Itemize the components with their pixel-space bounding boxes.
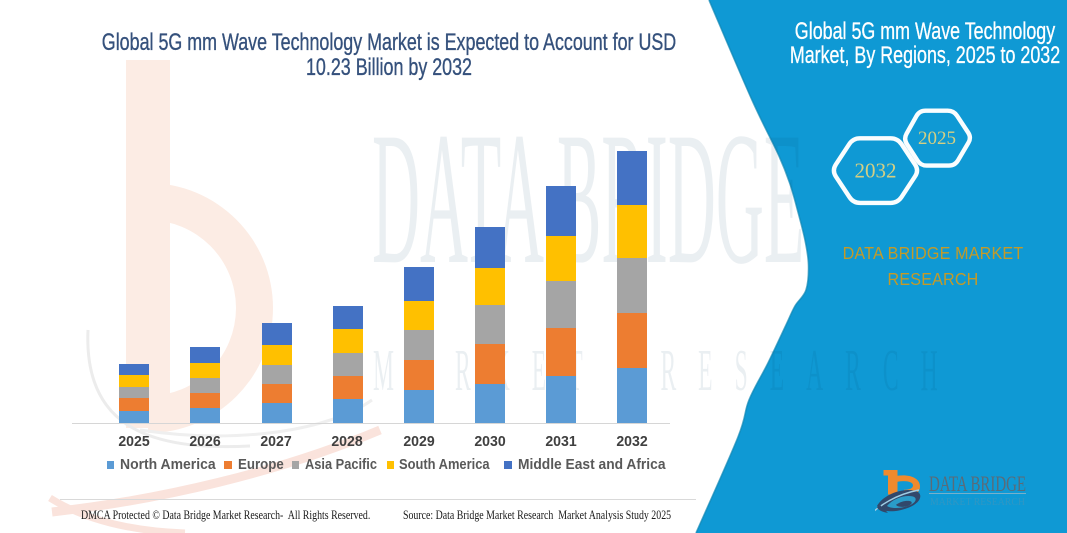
svg-text:MARKET RESEARCH: MARKET RESEARCH — [930, 497, 1025, 508]
svg-text:2032: 2032 — [855, 159, 897, 183]
svg-text:2025: 2025 — [918, 128, 956, 149]
svg-text:DATA BRIDGE: DATA BRIDGE — [929, 471, 1026, 496]
